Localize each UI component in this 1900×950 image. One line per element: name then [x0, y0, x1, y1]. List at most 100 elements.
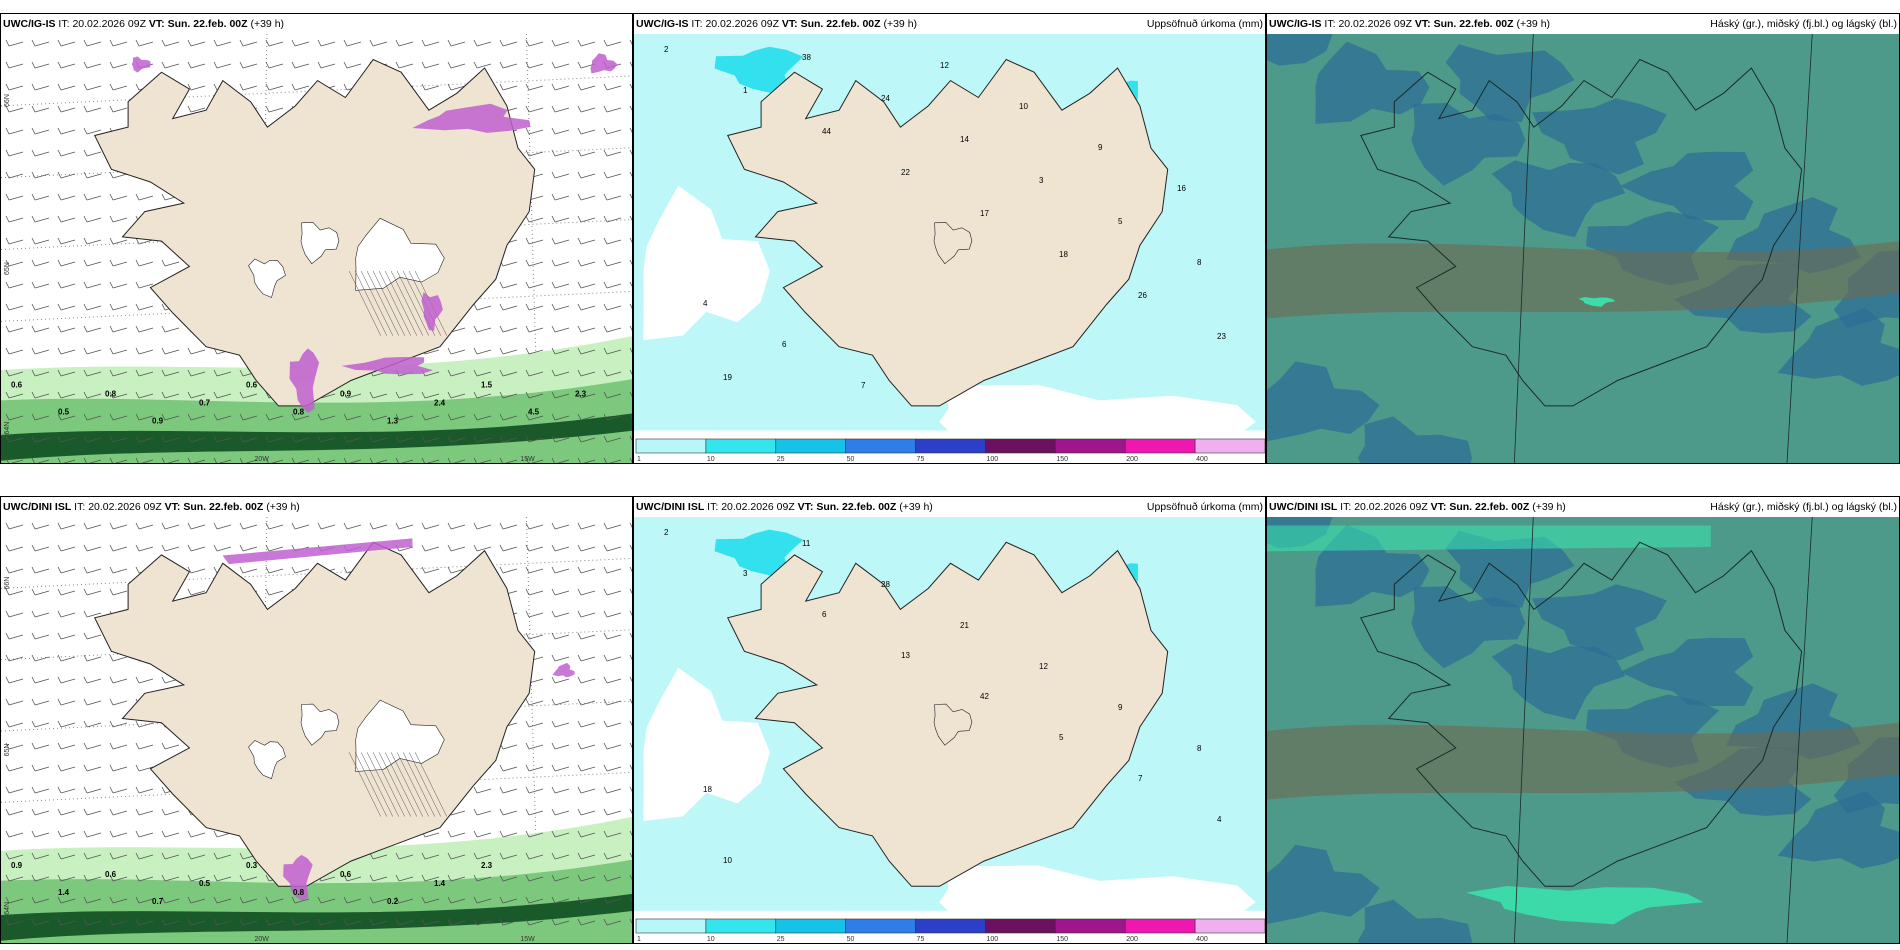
value-labels: 0.9 1.4 0.6 0.7 0.5 0.3 0.8 0.6 0.2 1.4 2.3 — [11, 861, 493, 906]
wind-barb — [135, 896, 154, 904]
wind-barb — [551, 347, 570, 355]
wind-barb — [213, 544, 232, 552]
wind-barb — [473, 369, 492, 377]
value-label: 2 — [664, 45, 669, 54]
wind-barb — [213, 852, 232, 860]
wind-barb — [551, 105, 570, 113]
wind-barb — [551, 852, 570, 860]
wind-barb — [447, 544, 466, 552]
value-label: 0.7 — [199, 398, 211, 407]
hatch-line — [390, 752, 424, 817]
wind-barb — [369, 457, 388, 463]
wind-barb — [603, 676, 622, 684]
wind-barb — [369, 39, 388, 47]
wind-barb — [369, 435, 388, 443]
wind-barb — [83, 127, 102, 135]
wind-barb — [369, 413, 388, 421]
wind-barb — [473, 852, 492, 860]
cloud-bright-blob — [1466, 886, 1704, 925]
wind-barb — [603, 874, 622, 882]
vt-label: VT: — [1430, 501, 1447, 513]
wind-barb — [473, 303, 492, 311]
wind-barb — [499, 918, 518, 926]
wind-barb — [83, 39, 102, 47]
wind-barb — [57, 918, 76, 926]
wind-barb — [57, 874, 76, 882]
wind-barb — [577, 522, 596, 530]
wind-barb — [109, 544, 128, 552]
legend-tick: 400 — [1196, 456, 1208, 463]
wind-barb — [499, 83, 518, 91]
wind-barb — [109, 347, 128, 355]
wind-barb — [577, 786, 596, 794]
wind-barb — [525, 61, 544, 69]
wind-barb — [109, 457, 128, 463]
wind-barb — [109, 918, 128, 926]
wind-barb — [83, 874, 102, 882]
wind-barb — [109, 698, 128, 706]
it-value: 20.02.2026 09Z — [705, 18, 779, 30]
wind-barb — [31, 149, 50, 157]
wind-band-dark — [1, 893, 632, 941]
value-label: 0.2 — [387, 897, 399, 906]
wind-barb — [473, 457, 492, 463]
legend-tick: 75 — [917, 456, 925, 463]
wind-barb — [135, 39, 154, 47]
iceland-outline — [1360, 541, 1803, 887]
wind-barb — [187, 522, 206, 530]
value-label: 1.5 — [481, 380, 493, 389]
wind-barb — [473, 808, 492, 816]
wind-barb — [551, 764, 570, 772]
wind-barb — [447, 522, 466, 530]
wind-barb — [525, 259, 544, 267]
wind-barb — [109, 281, 128, 289]
wind-barb — [343, 391, 362, 399]
value-label: 19 — [723, 373, 732, 382]
wind-barb — [577, 391, 596, 399]
cloud-blob — [1411, 103, 1526, 186]
wind-barb — [577, 588, 596, 596]
wind-barb — [317, 435, 336, 443]
wind-barb — [499, 457, 518, 463]
wind-barb — [369, 391, 388, 399]
wind-barb — [135, 193, 154, 201]
latitude-label: 65N — [4, 262, 11, 275]
wind-barb — [629, 281, 632, 287]
longitude-label: 15W — [520, 456, 535, 463]
wind-barb — [187, 83, 206, 91]
cloud-blob — [1357, 899, 1472, 943]
wind-barb — [83, 720, 102, 728]
wind-barb — [109, 808, 128, 816]
precip-mid-area — [714, 529, 804, 576]
wind-barb — [57, 435, 76, 443]
hatch-area — [348, 752, 448, 817]
wind-barb — [239, 874, 258, 882]
legend-swatch — [985, 918, 1056, 934]
model-name: UWC/IG-IS — [1269, 18, 1322, 30]
longitude-label: 15W — [520, 936, 535, 943]
wind-barb — [239, 39, 258, 47]
legend-swatch — [915, 438, 986, 454]
wind-barb — [421, 544, 440, 552]
wind-barb — [525, 588, 544, 596]
wind-barb — [135, 303, 154, 311]
wind-barb — [187, 457, 206, 463]
wind-barb — [577, 193, 596, 201]
wind-barb — [603, 193, 622, 201]
wind-barb — [5, 764, 24, 772]
wind-barb — [161, 522, 180, 530]
panel-title: Háský (gr.), miðský (fj.bl.) og lágský (… — [1710, 501, 1897, 513]
precip-patches — [131, 53, 618, 413]
wind-barb — [109, 764, 128, 772]
wind-barb — [551, 61, 570, 69]
cloud-blob — [1267, 361, 1380, 442]
wind-barb — [551, 435, 570, 443]
wind-barb — [499, 435, 518, 443]
wind-barb — [83, 698, 102, 706]
glacier — [355, 217, 445, 291]
wind-barb — [187, 347, 206, 355]
value-label: 9 — [1098, 143, 1103, 152]
vt-label: VT: — [797, 501, 814, 513]
wind-barb — [603, 281, 622, 289]
wind-barb — [577, 918, 596, 926]
